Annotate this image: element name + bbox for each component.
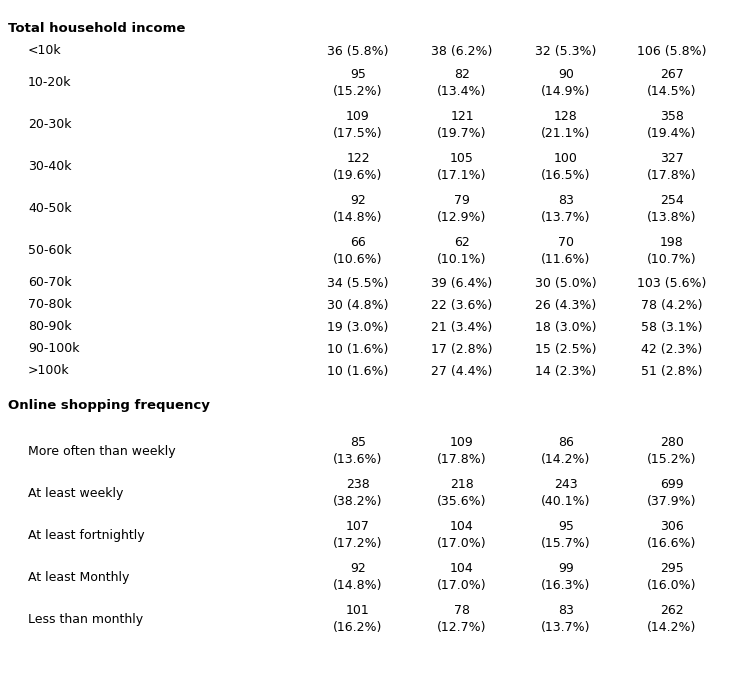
Text: 21 (3.4%): 21 (3.4%) <box>431 320 492 333</box>
Text: At least Monthly: At least Monthly <box>28 571 129 584</box>
Text: 20-30k: 20-30k <box>28 119 72 132</box>
Text: 86
(14.2%): 86 (14.2%) <box>542 436 591 466</box>
Text: 238
(38.2%): 238 (38.2%) <box>333 479 382 508</box>
Text: 109
(17.5%): 109 (17.5%) <box>333 110 382 139</box>
Text: 34 (5.5%): 34 (5.5%) <box>327 276 388 289</box>
Text: 70
(11.6%): 70 (11.6%) <box>542 237 591 265</box>
Text: 82
(13.4%): 82 (13.4%) <box>437 69 487 97</box>
Text: 60-70k: 60-70k <box>28 276 72 289</box>
Text: 122
(19.6%): 122 (19.6%) <box>333 152 382 182</box>
Text: 79
(12.9%): 79 (12.9%) <box>437 195 487 224</box>
Text: Online shopping frequency: Online shopping frequency <box>8 399 210 412</box>
Text: 22 (3.6%): 22 (3.6%) <box>431 298 492 311</box>
Text: 280
(15.2%): 280 (15.2%) <box>647 436 697 466</box>
Text: Less than monthly: Less than monthly <box>28 613 143 626</box>
Text: 17 (2.8%): 17 (2.8%) <box>431 342 493 355</box>
Text: At least weekly: At least weekly <box>28 486 123 499</box>
Text: 36 (5.8%): 36 (5.8%) <box>327 45 388 58</box>
Text: 101
(16.2%): 101 (16.2%) <box>333 604 382 633</box>
Text: 95
(15.2%): 95 (15.2%) <box>333 69 382 97</box>
Text: 10-20k: 10-20k <box>28 77 72 89</box>
Text: 262
(14.2%): 262 (14.2%) <box>648 604 697 633</box>
Text: 51 (2.8%): 51 (2.8%) <box>641 364 703 377</box>
Text: 699
(37.9%): 699 (37.9%) <box>647 479 697 508</box>
Text: 104
(17.0%): 104 (17.0%) <box>437 521 487 549</box>
Text: 295
(16.0%): 295 (16.0%) <box>647 563 697 591</box>
Text: 92
(14.8%): 92 (14.8%) <box>333 563 382 591</box>
Text: Total household income: Total household income <box>8 21 185 34</box>
Text: 109
(17.8%): 109 (17.8%) <box>437 436 487 466</box>
Text: 100
(16.5%): 100 (16.5%) <box>542 152 591 182</box>
Text: 105
(17.1%): 105 (17.1%) <box>437 152 487 182</box>
Text: 103 (5.6%): 103 (5.6%) <box>637 276 707 289</box>
Text: 243
(40.1%): 243 (40.1%) <box>542 479 591 508</box>
Text: 267
(14.5%): 267 (14.5%) <box>647 69 697 97</box>
Text: 27 (4.4%): 27 (4.4%) <box>431 364 493 377</box>
Text: 106 (5.8%): 106 (5.8%) <box>637 45 707 58</box>
Text: 18 (3.0%): 18 (3.0%) <box>536 320 597 333</box>
Text: 10 (1.6%): 10 (1.6%) <box>327 342 388 355</box>
Text: 39 (6.4%): 39 (6.4%) <box>431 276 492 289</box>
Text: 83
(13.7%): 83 (13.7%) <box>542 195 591 224</box>
Text: 198
(10.7%): 198 (10.7%) <box>647 237 697 265</box>
Text: 50-60k: 50-60k <box>28 244 72 257</box>
Text: 306
(16.6%): 306 (16.6%) <box>648 521 697 549</box>
Text: 92
(14.8%): 92 (14.8%) <box>333 195 382 224</box>
Text: 14 (2.3%): 14 (2.3%) <box>536 364 597 377</box>
Text: 62
(10.1%): 62 (10.1%) <box>437 237 487 265</box>
Text: 10 (1.6%): 10 (1.6%) <box>327 364 388 377</box>
Text: 42 (2.3%): 42 (2.3%) <box>642 342 703 355</box>
Text: 15 (2.5%): 15 (2.5%) <box>536 342 597 355</box>
Text: 90-100k: 90-100k <box>28 342 79 355</box>
Text: 78 (4.2%): 78 (4.2%) <box>641 298 703 311</box>
Text: <10k: <10k <box>28 45 61 58</box>
Text: 218
(35.6%): 218 (35.6%) <box>437 479 487 508</box>
Text: 66
(10.6%): 66 (10.6%) <box>333 237 382 265</box>
Text: 78
(12.7%): 78 (12.7%) <box>437 604 487 633</box>
Text: 83
(13.7%): 83 (13.7%) <box>542 604 591 633</box>
Text: At least fortnightly: At least fortnightly <box>28 528 145 541</box>
Text: 70-80k: 70-80k <box>28 298 72 311</box>
Text: 327
(17.8%): 327 (17.8%) <box>647 152 697 182</box>
Text: 358
(19.4%): 358 (19.4%) <box>648 110 697 139</box>
Text: 95
(15.7%): 95 (15.7%) <box>541 521 591 549</box>
Text: 128
(21.1%): 128 (21.1%) <box>542 110 591 139</box>
Text: 32 (5.3%): 32 (5.3%) <box>536 45 597 58</box>
Text: 254
(13.8%): 254 (13.8%) <box>647 195 697 224</box>
Text: 104
(17.0%): 104 (17.0%) <box>437 563 487 591</box>
Text: 85
(13.6%): 85 (13.6%) <box>333 436 382 466</box>
Text: 99
(16.3%): 99 (16.3%) <box>542 563 591 591</box>
Text: 26 (4.3%): 26 (4.3%) <box>536 298 597 311</box>
Text: 107
(17.2%): 107 (17.2%) <box>333 521 382 549</box>
Text: 38 (6.2%): 38 (6.2%) <box>431 45 493 58</box>
Text: 90
(14.9%): 90 (14.9%) <box>542 69 591 97</box>
Text: 30 (5.0%): 30 (5.0%) <box>535 276 597 289</box>
Text: 40-50k: 40-50k <box>28 202 72 215</box>
Text: 30 (4.8%): 30 (4.8%) <box>327 298 388 311</box>
Text: More often than weekly: More often than weekly <box>28 445 176 458</box>
Text: 58 (3.1%): 58 (3.1%) <box>641 320 703 333</box>
Text: 80-90k: 80-90k <box>28 320 72 333</box>
Text: 121
(19.7%): 121 (19.7%) <box>437 110 487 139</box>
Text: 30-40k: 30-40k <box>28 161 72 174</box>
Text: 19 (3.0%): 19 (3.0%) <box>327 320 388 333</box>
Text: >100k: >100k <box>28 364 69 377</box>
